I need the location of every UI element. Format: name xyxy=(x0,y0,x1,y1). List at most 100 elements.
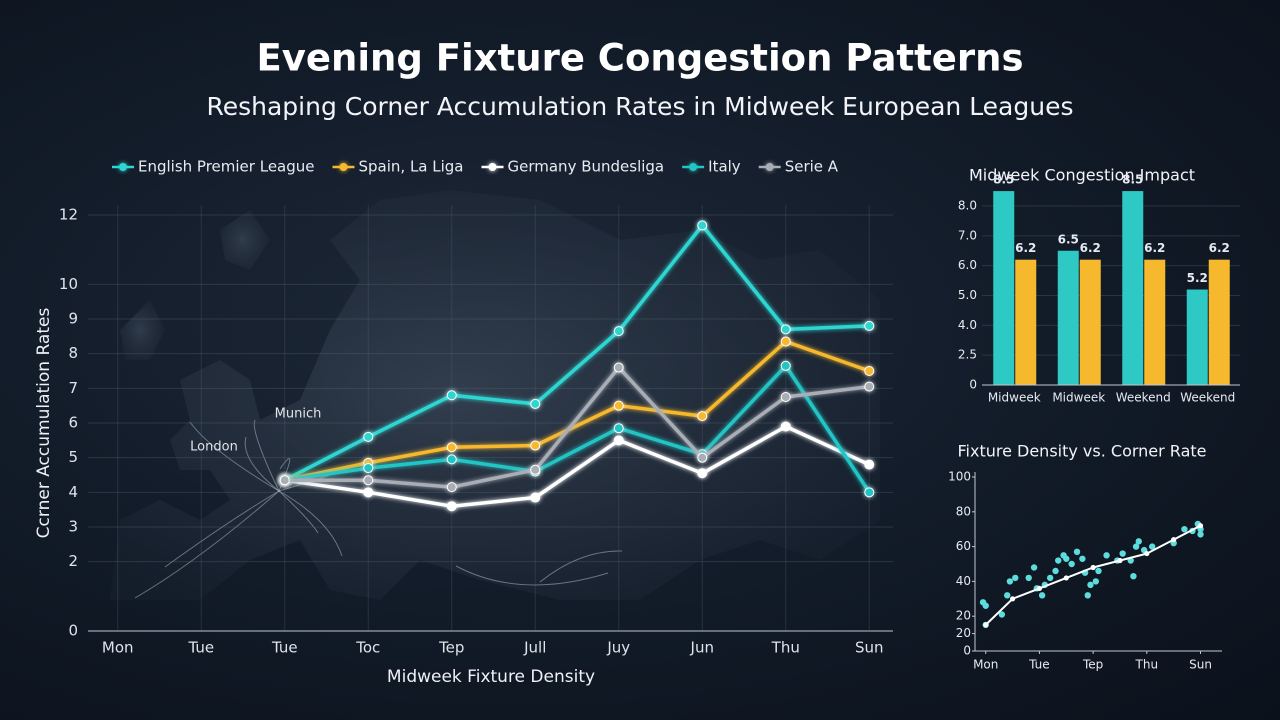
bar xyxy=(993,191,1015,385)
x-tick-label: Sun xyxy=(855,639,884,657)
x-tick-label: Tue xyxy=(1028,658,1050,672)
y-tick-label: 10 xyxy=(59,275,78,293)
scatter-point xyxy=(983,622,989,628)
y-tick-label: 3 xyxy=(68,518,78,536)
x-tick-label: Tue xyxy=(187,639,214,657)
y-tick-label: 40 xyxy=(956,574,971,588)
x-tick-label: Juy xyxy=(606,639,630,657)
bar-value-label: 6.2 xyxy=(1144,241,1165,255)
x-tick-label: Tep xyxy=(438,639,464,657)
data-point xyxy=(697,220,708,231)
data-point xyxy=(780,421,791,432)
series-line xyxy=(284,365,870,489)
map-label: London xyxy=(190,440,238,455)
y-tick-label: 6.0 xyxy=(958,258,977,272)
x-tick-label: Tue xyxy=(271,639,298,657)
series-line xyxy=(283,223,870,482)
y-tick-label: 20 xyxy=(956,609,971,623)
y-tick-label: 20 xyxy=(956,626,971,640)
scatter-point xyxy=(1181,526,1188,533)
page-subtitle: Reshaping Corner Accumulation Rates in M… xyxy=(206,92,1073,121)
series-line xyxy=(284,339,870,482)
scatter-point xyxy=(1197,523,1204,529)
y-axis-label: Ccrner Accumulation Rates xyxy=(34,308,54,539)
scatter-point xyxy=(998,611,1006,618)
y-tick-label: 2.5 xyxy=(958,348,977,362)
bar xyxy=(1079,259,1101,385)
bar xyxy=(1186,289,1208,385)
series-line xyxy=(284,364,871,494)
scatter-point xyxy=(1036,585,1043,591)
y-tick-label: 80 xyxy=(956,504,971,518)
y-tick-label: 8.0 xyxy=(958,199,977,213)
x-tick-label: Mon xyxy=(102,639,134,657)
legend-dot xyxy=(339,163,348,171)
x-tick-label: Jun xyxy=(690,639,714,657)
data-point xyxy=(363,487,374,498)
bar-value-label: 6.2 xyxy=(1209,241,1230,255)
scatter-point xyxy=(1144,550,1150,557)
scatter-point xyxy=(1130,572,1137,580)
x-tick-label: Mon xyxy=(973,658,998,672)
data-point xyxy=(530,440,541,451)
data-point xyxy=(363,431,374,442)
scatter-point xyxy=(1103,552,1110,559)
y-tick-label: 2 xyxy=(68,552,78,570)
scatter-point xyxy=(1135,538,1142,545)
bar xyxy=(1144,259,1166,385)
y-tick-label: 60 xyxy=(956,539,971,553)
data-point xyxy=(864,459,875,470)
scatter-point xyxy=(1132,543,1140,550)
scatter-point xyxy=(1006,578,1014,585)
y-tick-label: 0 xyxy=(68,622,78,640)
x-tick-label: Tep xyxy=(1082,658,1103,672)
data-point xyxy=(530,464,541,475)
x-tick-label: Thu xyxy=(1135,658,1159,672)
data-point xyxy=(446,482,457,493)
x-tick-label: Weekend xyxy=(1116,391,1171,405)
x-tick-label: Sun xyxy=(1189,658,1212,672)
panel-title: Midweek Congestion Impact xyxy=(969,166,1195,185)
y-tick-label: 12 xyxy=(59,206,78,224)
data-point xyxy=(780,324,791,335)
data-point xyxy=(780,336,791,347)
data-point xyxy=(613,362,624,373)
y-tick-label: 6 xyxy=(68,414,78,432)
map-label: Munich xyxy=(275,407,322,422)
data-point xyxy=(613,400,624,411)
scatter-point xyxy=(1079,555,1086,562)
bar xyxy=(1122,191,1144,385)
legend-label: Germany Bundesliga xyxy=(508,158,665,176)
data-point xyxy=(697,411,708,422)
scatter-point xyxy=(1197,531,1204,538)
legend-label: Serie A xyxy=(785,158,839,176)
data-point xyxy=(864,320,875,331)
page-title: Evening Fixture Congestion Patterns xyxy=(257,37,1024,80)
x-tick-label: Midweek xyxy=(988,391,1041,405)
y-tick-label: 4.0 xyxy=(958,318,977,332)
legend-label: English Premier League xyxy=(138,158,315,176)
x-axis-label: Midweek Fixture Density xyxy=(387,667,595,687)
scatter-point xyxy=(1030,564,1038,571)
scatter-point xyxy=(1063,555,1070,562)
scatter-point xyxy=(1046,574,1054,582)
scatter-point xyxy=(1004,592,1011,599)
scatter-point xyxy=(1012,574,1019,582)
scatter-point xyxy=(1092,578,1100,585)
y-tick-label: 7 xyxy=(68,379,78,397)
scatter-point xyxy=(1087,581,1094,589)
scatter-point xyxy=(1055,557,1062,564)
legend-label: Italy xyxy=(708,158,741,176)
data-point xyxy=(279,475,290,486)
y-tick-label: 5 xyxy=(68,448,78,466)
x-tick-label: Toc xyxy=(355,639,380,657)
data-point xyxy=(613,435,624,446)
data-point xyxy=(613,423,624,434)
y-tick-label: 7.0 xyxy=(958,228,977,242)
data-point xyxy=(864,487,875,498)
scatter-point xyxy=(1090,564,1096,571)
scatter-point xyxy=(1025,574,1032,582)
bar-value-label: 8.5 xyxy=(1122,173,1143,187)
bar-value-label: 5.2 xyxy=(1187,271,1208,285)
